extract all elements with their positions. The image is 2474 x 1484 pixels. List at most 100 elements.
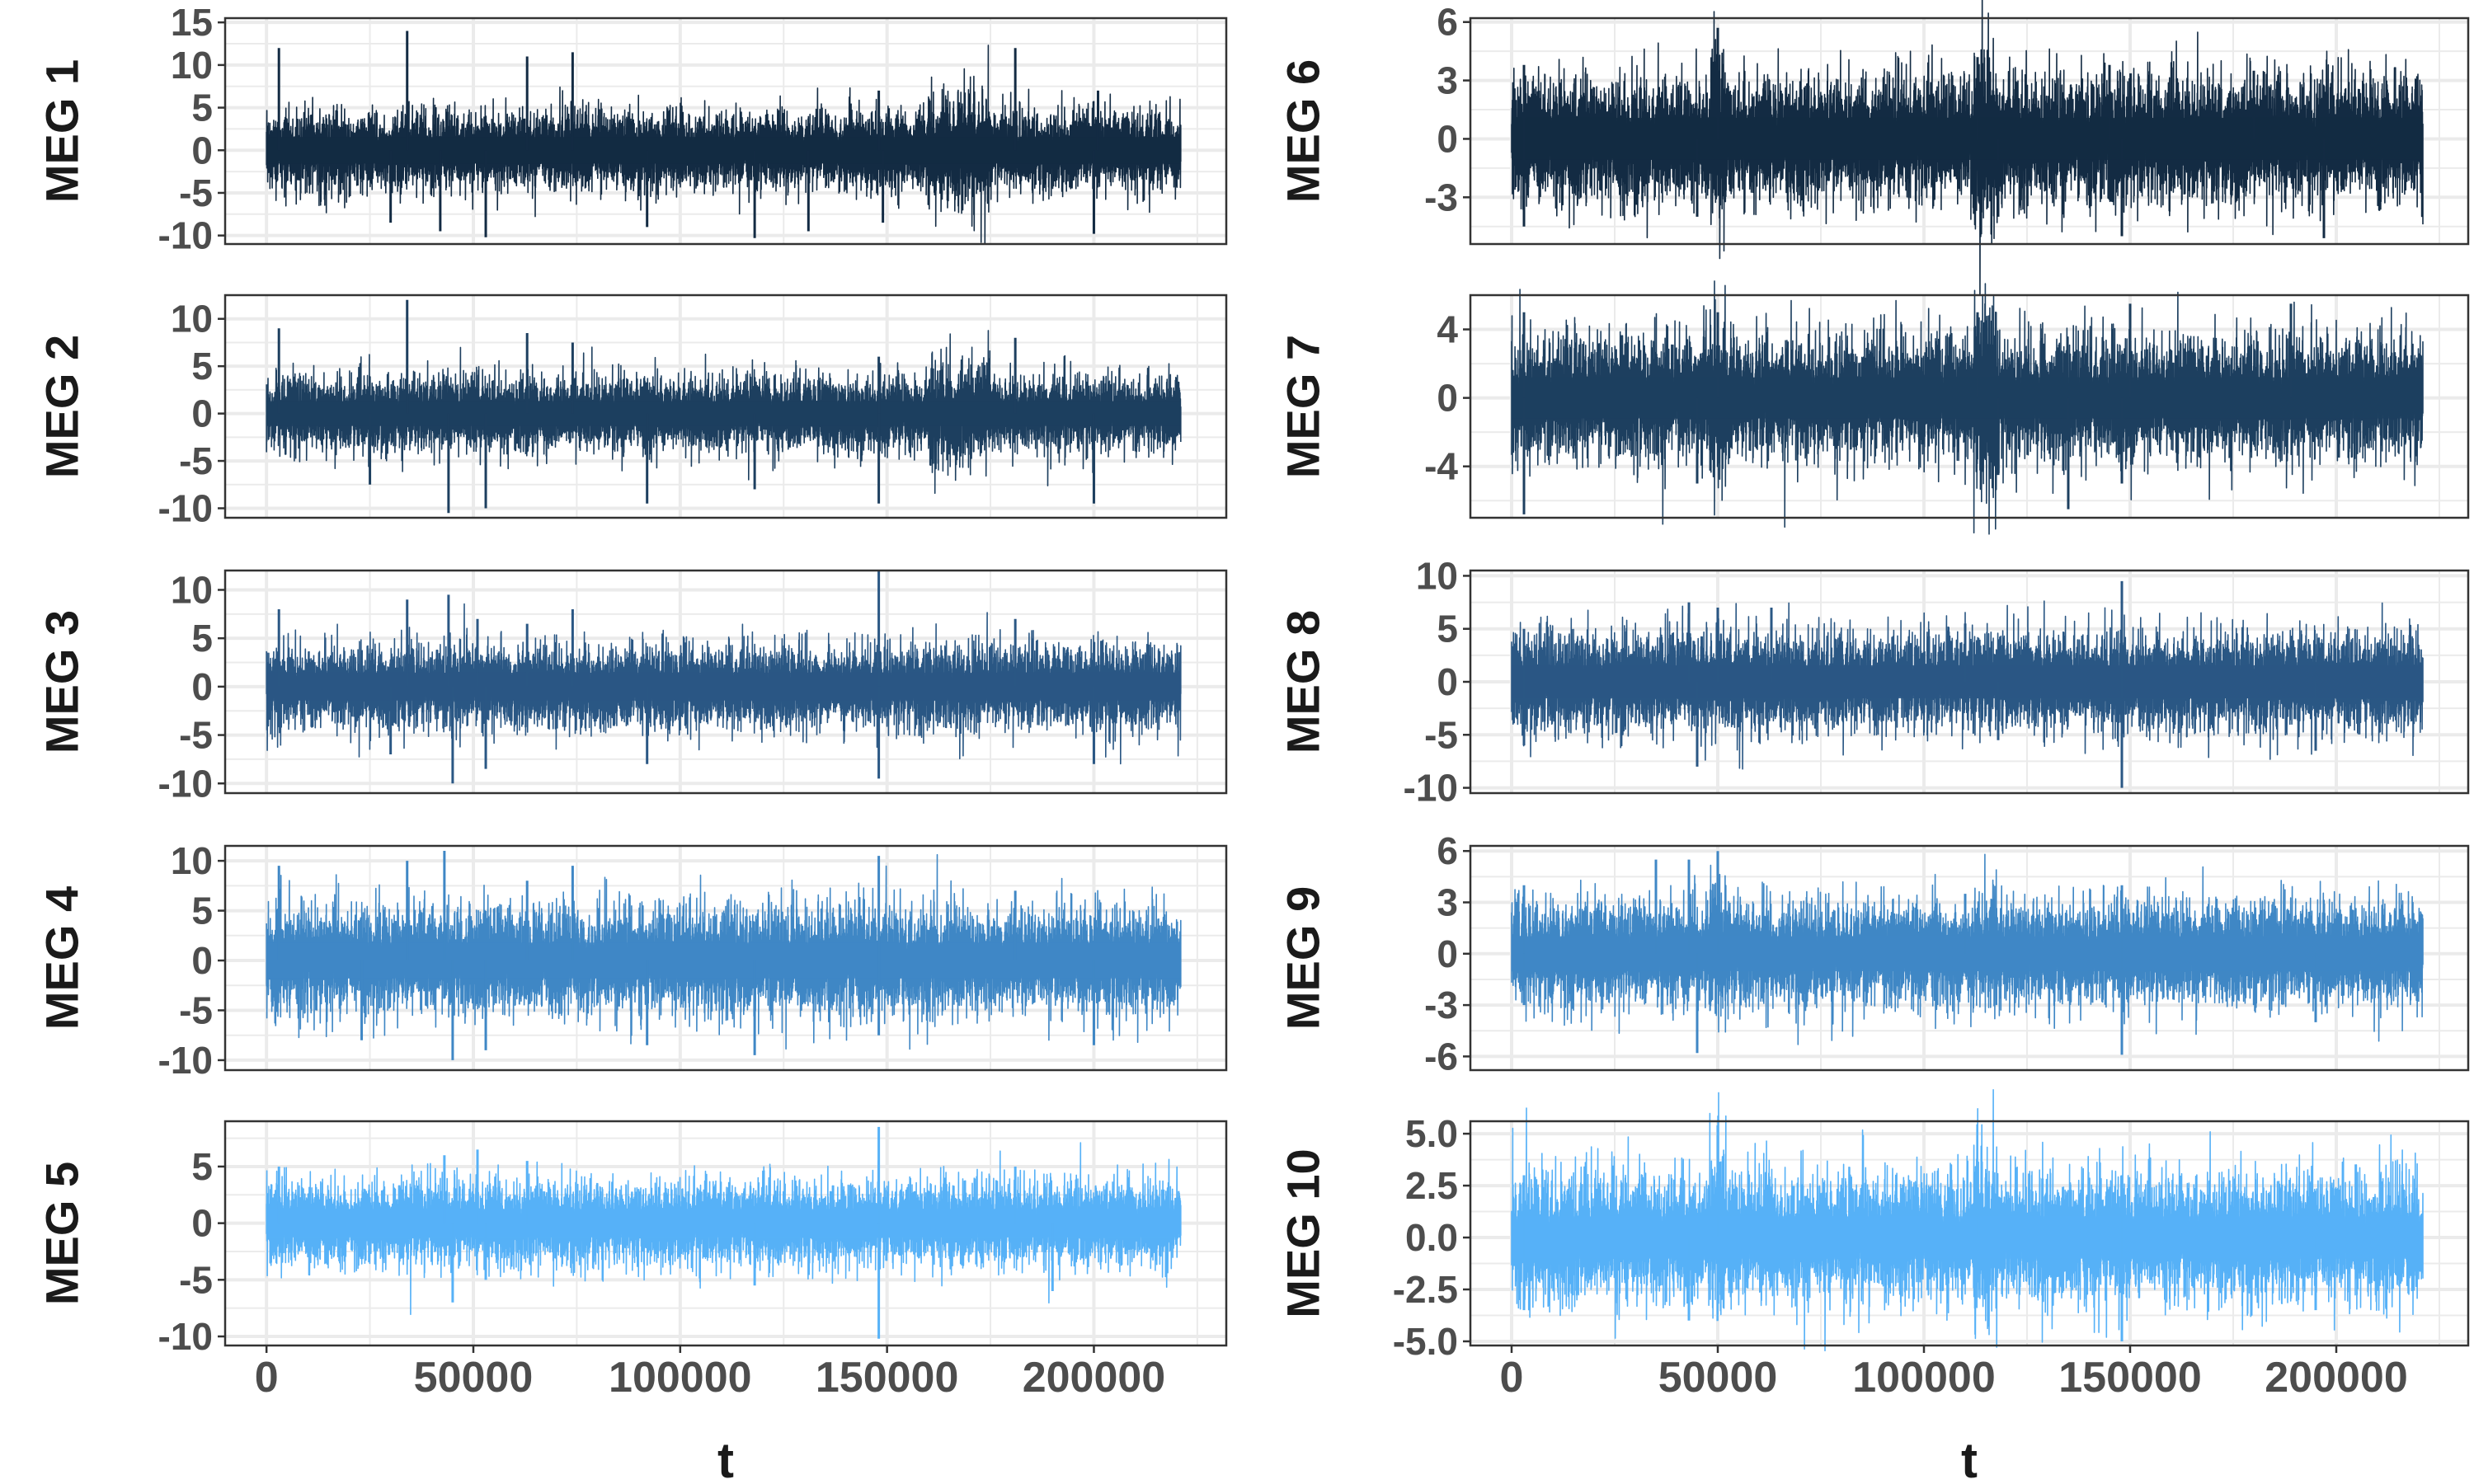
- y-tick-label: -5: [179, 1258, 213, 1301]
- y-tick-label: 5: [191, 87, 213, 129]
- panel-border: [223, 1120, 1228, 1347]
- y-tick-label: 6: [1437, 1, 1458, 44]
- series-core-band: [1512, 377, 2423, 419]
- y-tick-label: 15: [171, 1, 213, 44]
- y-tick-label: 5: [191, 1145, 213, 1188]
- x-tick-label: 0: [255, 1354, 279, 1402]
- y-tick-label: -3: [1424, 984, 1458, 1026]
- y-tick-label: 4: [1437, 308, 1458, 351]
- y-tick-label: 0: [191, 129, 213, 171]
- series-core-band: [1512, 117, 2423, 160]
- y-tick-label: 0: [1437, 117, 1458, 160]
- x-tick-label: 150000: [816, 1354, 959, 1402]
- series-core-band: [266, 1209, 1181, 1237]
- panel-label: MEG 9: [1277, 886, 1329, 1030]
- y-tick-label: -5: [179, 989, 213, 1031]
- y-tick-label: 10: [171, 839, 213, 882]
- panel-3: -10 -5 0 5 10 MEG 3: [36, 568, 1228, 805]
- panel-7: -4 0 4 MEG 7: [1277, 280, 2470, 535]
- y-tick-label: 0: [1437, 377, 1458, 420]
- y-tick-label: 5: [1437, 608, 1458, 650]
- panel-border: [223, 569, 1228, 795]
- panel-border: [1469, 294, 2470, 519]
- series-core-band: [1512, 936, 2423, 971]
- y-tick-label: -5: [179, 439, 213, 482]
- y-tick-label: 0: [1437, 932, 1458, 975]
- x-tick-label: 100000: [609, 1354, 752, 1402]
- series-core-band: [266, 672, 1181, 701]
- y-tick-label: -10: [1404, 767, 1458, 810]
- y-tick-label: 0: [191, 392, 213, 435]
- series-core-band: [266, 401, 1181, 426]
- y-tick-label: -3: [1424, 176, 1458, 218]
- x-axis-label: t: [717, 1433, 734, 1484]
- y-tick-label: -10: [158, 1039, 213, 1082]
- panel-border: [1469, 1120, 2470, 1347]
- panel-5: -10 -5 0 5 MEG 5 0 50000 100000 150000 200000 t: [36, 1120, 1228, 1484]
- y-tick-label: 2.5: [1405, 1164, 1458, 1207]
- x-tick-label: 200000: [1023, 1354, 1166, 1402]
- y-tick-label: -5.0: [1393, 1320, 1458, 1363]
- y-tick-label: -6: [1424, 1035, 1458, 1078]
- panel-label: MEG 3: [36, 610, 88, 754]
- panel-label: MEG 10: [1277, 1148, 1329, 1317]
- panel-border: [223, 294, 1228, 519]
- x-tick-label: 50000: [414, 1354, 534, 1402]
- y-tick-label: -5: [179, 714, 213, 757]
- y-tick-label: 5: [191, 617, 213, 660]
- y-tick-label: 10: [171, 44, 213, 87]
- y-tick-label: 0: [1437, 660, 1458, 703]
- x-tick-label: 100000: [1852, 1354, 1996, 1402]
- panel-label: MEG 4: [36, 886, 88, 1030]
- y-tick-label: 5.0: [1405, 1112, 1458, 1155]
- x-axis-label: t: [1961, 1433, 1978, 1484]
- y-tick-label: -10: [158, 1315, 213, 1358]
- y-tick-label: -2.5: [1393, 1268, 1458, 1311]
- y-tick-label: 10: [171, 568, 213, 611]
- y-tick-label: -4: [1424, 445, 1458, 488]
- panel-2: -10 -50 5 10 MEG 2: [36, 294, 1228, 530]
- series-core-band: [266, 942, 1181, 979]
- panel-label: MEG 7: [1277, 335, 1329, 478]
- panel-8: -10 -5 0 5 10 MEG 8: [1277, 554, 2470, 810]
- y-tick-label: 0: [191, 1202, 213, 1245]
- panel-label: MEG 5: [36, 1162, 88, 1305]
- y-tick-label: -10: [158, 487, 213, 530]
- x-tick-label: 0: [1500, 1354, 1524, 1402]
- y-tick-label: -10: [158, 214, 213, 257]
- x-tick-label: 150000: [2058, 1354, 2202, 1402]
- y-tick-label: 5: [191, 345, 213, 387]
- series-core-band: [1512, 1216, 2423, 1259]
- panel-border: [223, 844, 1228, 1072]
- panel-label: MEG 8: [1277, 610, 1329, 754]
- y-tick-label: 10: [1416, 554, 1458, 597]
- x-tick-label: 50000: [1658, 1354, 1778, 1402]
- x-tick-label: 200000: [2265, 1354, 2408, 1402]
- y-tick-label: 5: [191, 890, 213, 932]
- panel-label: MEG 6: [1277, 59, 1329, 203]
- panel-4: -10 -5 0 5 10 MEG 4: [36, 839, 1228, 1082]
- panel-border: [1469, 844, 2470, 1072]
- y-tick-label: -5: [179, 171, 213, 214]
- panel-label: MEG 2: [36, 335, 88, 478]
- y-tick-label: -10: [158, 762, 213, 805]
- panel-border: [223, 16, 1228, 246]
- y-tick-label: 10: [171, 298, 213, 340]
- y-tick-label: 0: [191, 939, 213, 982]
- panel-6: -3 0 3 6 MEG 6: [1277, 0, 2470, 313]
- y-tick-label: 6: [1437, 829, 1458, 872]
- panel-label: MEG 1: [36, 59, 88, 203]
- series-core-band: [1512, 665, 2423, 699]
- panel-9: -6 -3 0 3 6 MEG 9: [1277, 829, 2470, 1078]
- y-tick-label: -5: [1424, 713, 1458, 756]
- series-core-band: [266, 137, 1181, 164]
- y-tick-label: 3: [1437, 59, 1458, 102]
- y-tick-label: 3: [1437, 881, 1458, 924]
- panel-10: -5.0 -2.5 0.0 2.5 5.0 MEG 10 0 50000 100000 15000…: [1277, 1089, 2470, 1484]
- y-tick-label: 0: [191, 665, 213, 708]
- y-tick-label: 0.0: [1405, 1216, 1458, 1259]
- panel-border: [1469, 16, 2470, 246]
